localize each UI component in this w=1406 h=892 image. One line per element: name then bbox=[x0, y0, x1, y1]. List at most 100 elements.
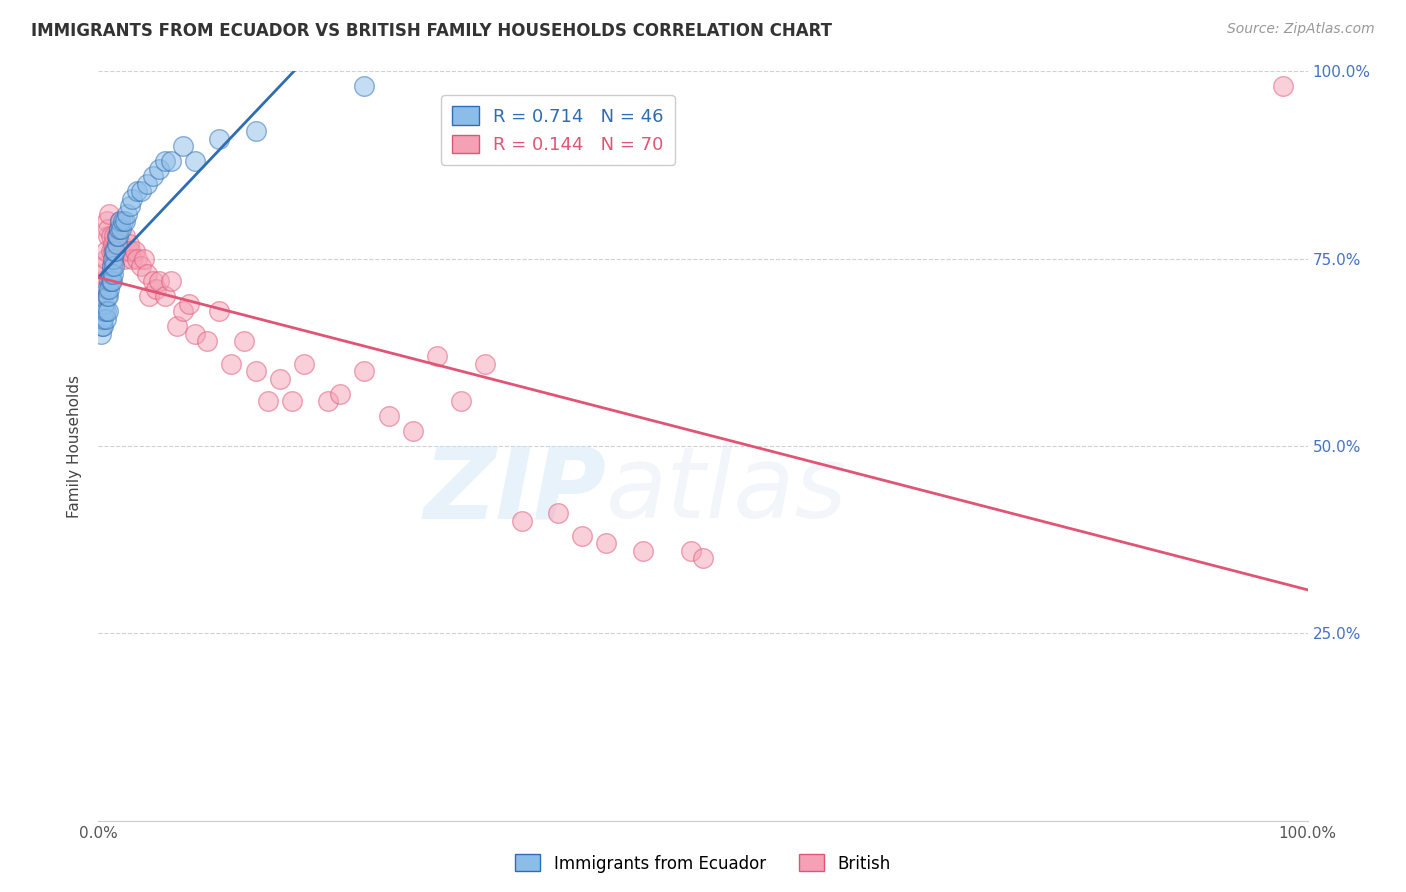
Point bbox=[103, 244, 125, 259]
Point bbox=[107, 244, 129, 259]
Point bbox=[98, 274, 121, 288]
Point bbox=[208, 132, 231, 146]
Point bbox=[108, 214, 131, 228]
Point bbox=[98, 207, 121, 221]
Point bbox=[329, 386, 352, 401]
Legend: R = 0.714   N = 46, R = 0.144   N = 70: R = 0.714 N = 46, R = 0.144 N = 70 bbox=[441, 95, 675, 165]
Point bbox=[510, 514, 533, 528]
Point bbox=[111, 244, 134, 259]
Point bbox=[135, 177, 157, 191]
Text: IMMIGRANTS FROM ECUADOR VS BRITISH FAMILY HOUSEHOLDS CORRELATION CHART: IMMIGRANTS FROM ECUADOR VS BRITISH FAMIL… bbox=[31, 22, 832, 40]
Point bbox=[121, 192, 143, 206]
Text: atlas: atlas bbox=[606, 442, 848, 540]
Point bbox=[98, 282, 121, 296]
Point bbox=[105, 229, 128, 244]
Point bbox=[148, 274, 170, 288]
Text: Source: ZipAtlas.com: Source: ZipAtlas.com bbox=[1227, 22, 1375, 37]
Legend: Immigrants from Ecuador, British: Immigrants from Ecuador, British bbox=[509, 847, 897, 880]
Point bbox=[245, 364, 267, 378]
Point bbox=[100, 267, 122, 281]
Point bbox=[96, 214, 118, 228]
Point bbox=[172, 304, 194, 318]
Point bbox=[450, 394, 472, 409]
Text: ZIP: ZIP bbox=[423, 442, 606, 540]
Point bbox=[117, 207, 139, 221]
Point bbox=[138, 289, 160, 303]
Point bbox=[129, 259, 152, 273]
Point bbox=[184, 154, 207, 169]
Point bbox=[221, 357, 243, 371]
Point bbox=[129, 184, 152, 198]
Point bbox=[153, 154, 176, 169]
Point bbox=[103, 229, 125, 244]
Point bbox=[104, 244, 127, 259]
Point bbox=[402, 424, 425, 438]
Point bbox=[91, 319, 114, 334]
Point bbox=[547, 507, 569, 521]
Point bbox=[105, 236, 128, 251]
Point bbox=[595, 536, 617, 550]
Point bbox=[93, 304, 115, 318]
Point bbox=[269, 371, 291, 385]
Point bbox=[145, 282, 167, 296]
Point bbox=[118, 244, 141, 259]
Point bbox=[94, 252, 117, 266]
Point bbox=[105, 229, 128, 244]
Point bbox=[160, 154, 183, 169]
Point bbox=[105, 236, 128, 251]
Point bbox=[134, 252, 156, 266]
Point bbox=[118, 199, 141, 213]
Point bbox=[256, 394, 278, 409]
Point bbox=[97, 229, 120, 244]
Point bbox=[108, 214, 131, 228]
Point bbox=[111, 214, 134, 228]
Point bbox=[571, 529, 593, 543]
Point bbox=[110, 221, 132, 235]
Point bbox=[232, 334, 254, 348]
Point bbox=[90, 289, 112, 303]
Point bbox=[100, 229, 122, 244]
Point bbox=[142, 274, 165, 288]
Point bbox=[101, 244, 124, 259]
Point bbox=[426, 349, 449, 363]
Point bbox=[118, 236, 141, 251]
Point bbox=[97, 221, 120, 235]
Point bbox=[101, 267, 124, 281]
Point bbox=[110, 236, 132, 251]
Point bbox=[160, 274, 183, 288]
Point bbox=[166, 319, 188, 334]
Point bbox=[114, 229, 136, 244]
Point bbox=[127, 184, 149, 198]
Point bbox=[101, 252, 124, 266]
Point bbox=[1272, 79, 1295, 94]
Point bbox=[172, 139, 194, 153]
Point bbox=[104, 252, 127, 266]
Point bbox=[281, 394, 304, 409]
Point bbox=[208, 304, 231, 318]
Point bbox=[100, 259, 122, 273]
Point bbox=[100, 274, 122, 288]
Point bbox=[114, 214, 136, 228]
Point bbox=[107, 229, 129, 244]
Point bbox=[135, 267, 157, 281]
Point bbox=[195, 334, 218, 348]
Point bbox=[94, 311, 117, 326]
Point bbox=[97, 289, 120, 303]
Point bbox=[91, 274, 114, 288]
Point bbox=[631, 544, 654, 558]
Point bbox=[108, 221, 131, 235]
Point bbox=[108, 221, 131, 235]
Point bbox=[97, 304, 120, 318]
Point bbox=[153, 289, 176, 303]
Point bbox=[474, 357, 496, 371]
Point bbox=[100, 259, 122, 273]
Point bbox=[316, 394, 339, 409]
Point bbox=[127, 252, 149, 266]
Point bbox=[93, 259, 115, 273]
Point bbox=[90, 326, 112, 341]
Point bbox=[148, 161, 170, 176]
Point bbox=[184, 326, 207, 341]
Point bbox=[142, 169, 165, 184]
Point bbox=[179, 296, 201, 310]
Point bbox=[96, 282, 118, 296]
